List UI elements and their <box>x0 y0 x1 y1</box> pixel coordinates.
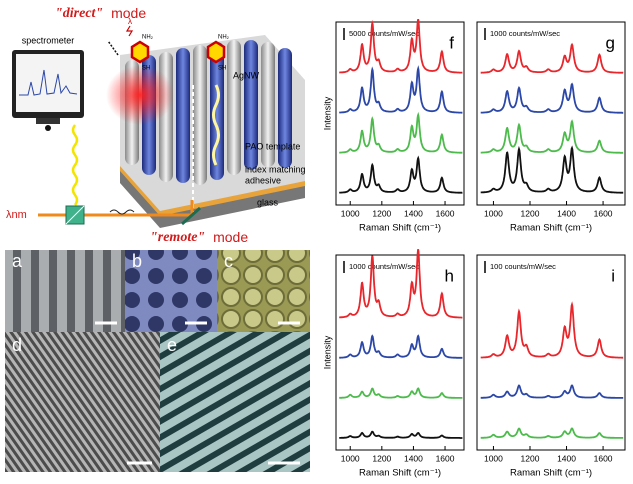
plot-frame <box>476 254 626 451</box>
scale-label: 1000 counts/mW/sec <box>490 29 560 38</box>
spectrum <box>480 301 624 359</box>
hotspot-glow <box>106 65 174 125</box>
spectrum <box>339 430 463 439</box>
excitation-arrow <box>125 25 134 37</box>
propagating-wave <box>212 84 220 166</box>
x-tick-label: 1600 <box>594 453 613 463</box>
y-axis-label: Intensity <box>322 96 332 130</box>
x-tick-label: 1000 <box>484 208 503 218</box>
x-tick-label: 1000 <box>484 453 503 463</box>
adhesive-label: adhesive <box>245 175 281 185</box>
remote-quote: "remote" <box>150 230 205 245</box>
scatter-arrow <box>107 40 119 56</box>
x-axis-label: Raman Shift (cm⁻¹) <box>359 468 441 479</box>
plot-frame <box>476 21 626 206</box>
panel-letter: e <box>167 335 177 355</box>
lambda-label: λnm <box>6 209 27 221</box>
direct-quote: "direct" <box>55 6 103 21</box>
spectrum <box>339 387 463 399</box>
spectrum <box>339 155 463 194</box>
schematic: NH₂ SH NH₂ SH λ "direct" mode spectromet… <box>6 5 306 246</box>
sem-image <box>125 250 217 332</box>
sem-image <box>5 332 160 472</box>
panel-letter: a <box>12 251 23 271</box>
scale-label: 5000 counts/mW/sec <box>349 29 419 38</box>
panel-letter: g <box>606 33 615 52</box>
splitter-diagonal <box>65 205 85 225</box>
monitor-screen <box>16 54 80 112</box>
remote-word: mode <box>213 229 248 245</box>
monitor-stand <box>36 118 60 124</box>
adhesive-layer <box>120 166 305 216</box>
monitor-port <box>45 125 51 131</box>
x-tick-label: 1600 <box>436 453 455 463</box>
glass-slab <box>120 170 305 228</box>
x-tick-label: 1200 <box>372 453 391 463</box>
molecule-label: NH₂ <box>218 35 230 41</box>
y-axis-label: Intensity <box>322 335 332 369</box>
molecule-label: SH <box>142 66 150 72</box>
x-tick-label: 1400 <box>404 208 423 218</box>
agnw-label: AgNW <box>233 70 260 80</box>
molecule-ring <box>206 40 226 64</box>
glass-label: glass <box>257 197 279 207</box>
sem-image <box>160 332 310 472</box>
sem-letters: a b c d e <box>12 251 233 355</box>
x-tick-label: 1400 <box>557 208 576 218</box>
screen-spectrum <box>19 69 78 96</box>
x-tick-label: 1200 <box>521 208 540 218</box>
x-tick-label: 1000 <box>341 208 360 218</box>
sem-image <box>5 250 125 332</box>
spectrum <box>480 82 624 114</box>
x-tick-label: 1600 <box>594 208 613 218</box>
x-axis-label: Raman Shift (cm⁻¹) <box>359 223 441 234</box>
plot-frame <box>335 254 465 451</box>
x-tick-label: 1200 <box>521 453 540 463</box>
excitation-label: λ <box>128 17 132 26</box>
molecule-label: NH₂ <box>142 35 154 41</box>
x-axis-label: Raman Shift (cm⁻¹) <box>510 223 592 234</box>
molecule-ring <box>130 40 150 64</box>
sem-image <box>217 250 310 332</box>
panel-letter: b <box>132 251 142 271</box>
panel-letter: h <box>445 266 454 285</box>
x-tick-label: 1400 <box>404 453 423 463</box>
direct-word: mode <box>111 5 146 21</box>
mirror <box>181 206 201 226</box>
spectrum <box>339 65 463 114</box>
spectrum <box>480 42 624 74</box>
molecule-label: SH <box>218 66 226 72</box>
panel-letter: d <box>12 335 22 355</box>
spectrum <box>480 145 624 194</box>
x-tick-label: 1600 <box>436 208 455 218</box>
spectrum <box>339 18 463 74</box>
adhesive-label: index matching <box>245 164 306 174</box>
spectrum <box>339 334 463 359</box>
scale-label: 100 counts/mW/sec <box>490 262 556 271</box>
return-wave <box>109 209 135 215</box>
remote-mode-title: "remote" mode <box>150 229 248 246</box>
spectrometer-label: spectrometer <box>22 35 75 45</box>
spectrum <box>480 119 624 154</box>
spectrum <box>339 111 463 154</box>
x-tick-label: 1400 <box>557 453 576 463</box>
signal-wave <box>71 124 79 206</box>
spectrum <box>339 249 463 319</box>
spectrum <box>480 384 624 399</box>
panel-letter: f <box>449 33 454 52</box>
direct-mode-title: "direct" mode <box>55 5 146 22</box>
scale-label: 1000 counts/mW/sec <box>349 262 419 271</box>
x-tick-label: 1200 <box>372 208 391 218</box>
x-tick-label: 1000 <box>341 453 360 463</box>
x-axis-label: Raman Shift (cm⁻¹) <box>510 468 592 479</box>
plot-frame <box>335 21 465 206</box>
panel-letter: i <box>611 266 615 285</box>
pao-label: PAO template <box>245 141 300 151</box>
sem-images: a b c d e <box>5 250 310 472</box>
panel-letter: c <box>224 251 233 271</box>
spectrum <box>480 427 624 439</box>
